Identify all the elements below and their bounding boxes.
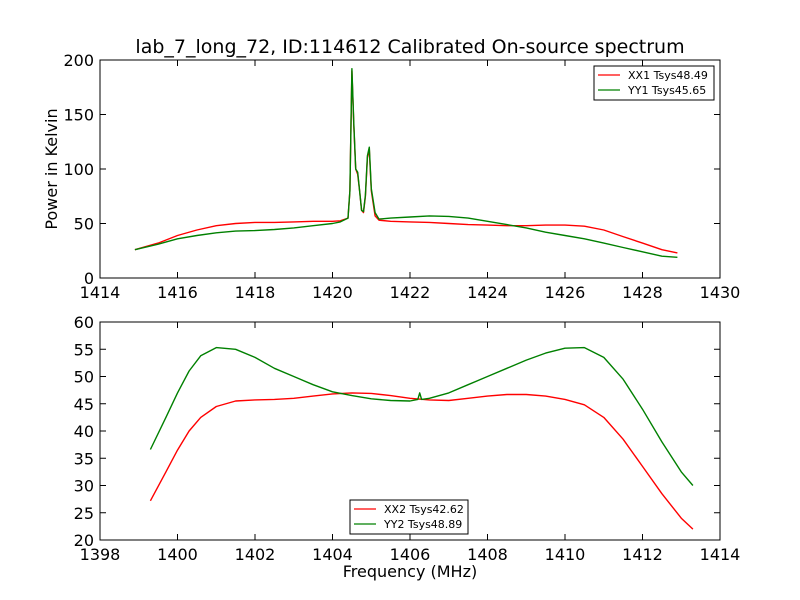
bottom-y-tick-label: 20: [74, 531, 94, 550]
top-y-tick-label: 150: [63, 106, 94, 125]
bottom-series-layer: [149, 346, 694, 530]
top-plot-frame: [99, 59, 721, 279]
top-x-tick-label: 1416: [157, 283, 198, 302]
top-y-tick-label: 100: [63, 160, 94, 179]
bottom-y-tick-label: 40: [74, 422, 94, 441]
bottom-x-tick-label: 1398: [80, 545, 121, 564]
bottom-tick-layer: 1398 1400 1402 1404 1406 1408 1410 1412 1414 20 25…: [74, 313, 741, 564]
top-y-tick-label: 200: [63, 51, 94, 70]
chart-title: lab_7_long_72, ID:114612 Calibrated On-s…: [135, 36, 684, 58]
bottom-x-tick-label: 1414: [700, 545, 741, 564]
top-y-tick-label: 0: [84, 269, 94, 288]
bottom-x-tick-label: 1404: [312, 545, 353, 564]
bottom-legend-label-xx2: XX2 Tsys42.62: [384, 503, 464, 516]
top-x-tick-label: 1424: [467, 283, 508, 302]
top-x-tick-label: 1418: [235, 283, 276, 302]
top-x-tick-label: 1428: [622, 283, 663, 302]
bottom-y-tick-label: 35: [74, 449, 94, 468]
top-chart: lab_7_long_72, ID:114612 Calibrated On-s…: [42, 36, 740, 302]
bottom-legend: XX2 Tsys42.62 YY2 Tsys48.89: [349, 499, 469, 535]
top-x-tick-label: 1414: [80, 283, 121, 302]
bottom-y-tick-label: 25: [74, 504, 94, 523]
bottom-y-tick-label: 45: [74, 395, 94, 414]
bottom-y-tick-label: 60: [74, 313, 94, 332]
bottom-x-tick-label: 1412: [622, 545, 663, 564]
bottom-x-tick-label: 1408: [467, 545, 508, 564]
top-x-tick-label: 1422: [390, 283, 431, 302]
bottom-y-tick-label: 55: [74, 340, 94, 359]
bottom-x-tick-label: 1410: [545, 545, 586, 564]
top-tick-layer: 1414 1416 1418 1420 1422 1424 1426 1428 1430 0 50 1…: [63, 51, 740, 302]
bottom-series-line-1: [149, 346, 694, 486]
top-x-tick-label: 1420: [312, 283, 353, 302]
top-legend-box: [593, 65, 715, 101]
top-series-layer: [134, 67, 678, 258]
top-y-axis-label: Power in Kelvin: [42, 108, 61, 229]
bottom-x-tick-label: 1406: [390, 545, 431, 564]
bottom-x-tick-label: 1400: [157, 545, 198, 564]
bottom-legend-label-yy2: YY2 Tsys48.89: [383, 518, 462, 531]
top-y-tick-label: 50: [74, 215, 94, 234]
top-legend: XX1 Tsys48.49 YY1 Tsys45.65: [593, 65, 715, 101]
top-series-line-1: [134, 67, 678, 258]
top-legend-label-xx1: XX1 Tsys48.49: [628, 69, 708, 82]
bottom-y-tick-label: 30: [74, 477, 94, 496]
bottom-series-line-0: [149, 392, 694, 530]
bottom-x-axis-label: Frequency (MHz): [343, 562, 477, 581]
top-x-tick-label: 1426: [545, 283, 586, 302]
top-legend-label-yy1: YY1 Tsys45.65: [627, 84, 706, 97]
bottom-plot-frame: [99, 321, 721, 541]
bottom-chart: Frequency (MHz) 1398 1400 1402 1404 1406 1408…: [74, 313, 741, 581]
top-x-tick-label: 1430: [700, 283, 741, 302]
bottom-legend-box: [349, 499, 469, 535]
bottom-y-tick-label: 50: [74, 368, 94, 387]
bottom-x-tick-label: 1402: [235, 545, 276, 564]
